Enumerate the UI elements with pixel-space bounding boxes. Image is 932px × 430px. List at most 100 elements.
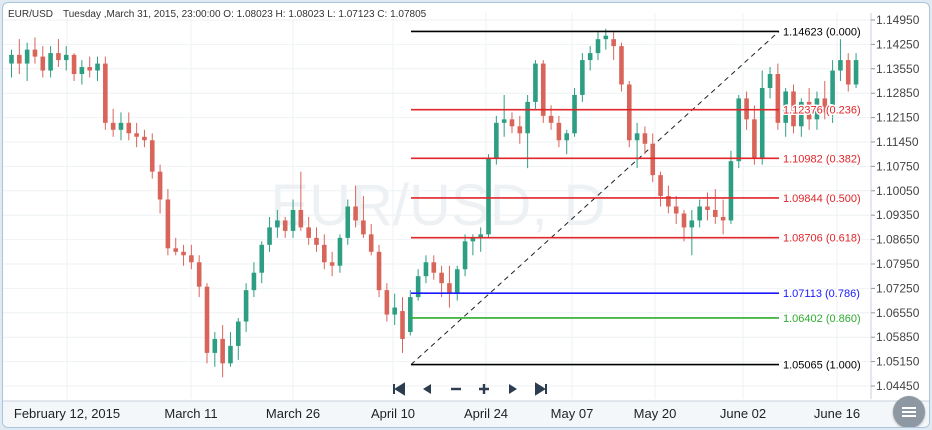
candle[interactable] [118, 112, 124, 141]
candle[interactable] [509, 112, 515, 134]
candle[interactable] [329, 251, 335, 277]
candle[interactable] [275, 209, 280, 238]
candle[interactable] [415, 269, 421, 301]
candle[interactable] [259, 241, 265, 284]
candle[interactable] [494, 115, 499, 165]
candle[interactable] [110, 108, 116, 137]
candle[interactable] [322, 234, 327, 270]
candle[interactable] [845, 53, 851, 92]
candle[interactable] [744, 91, 749, 130]
candle[interactable] [48, 46, 53, 78]
candle[interactable] [165, 189, 171, 256]
candle[interactable] [9, 49, 14, 78]
candle[interactable] [24, 42, 30, 81]
candle[interactable] [212, 331, 218, 367]
scroll-left-button[interactable] [417, 379, 437, 399]
candle[interactable] [634, 122, 640, 169]
scroll-right-button[interactable] [503, 379, 523, 399]
candle[interactable] [298, 171, 304, 231]
candle[interactable] [642, 126, 648, 155]
candle[interactable] [799, 98, 804, 137]
candle[interactable] [791, 84, 796, 134]
candle[interactable] [40, 46, 46, 78]
candle[interactable] [220, 325, 225, 378]
candle[interactable] [533, 60, 538, 109]
candle[interactable] [564, 129, 570, 155]
first-bar-button[interactable] [389, 379, 409, 399]
candle[interactable] [103, 56, 108, 130]
candle[interactable] [157, 164, 163, 214]
candle[interactable] [595, 32, 601, 61]
candle[interactable] [806, 87, 812, 130]
plot-area[interactable] [3, 13, 871, 399]
zoom-in-button[interactable] [474, 379, 494, 399]
candle[interactable] [149, 133, 155, 179]
candle[interactable] [462, 234, 468, 277]
candle[interactable] [611, 32, 616, 61]
candle[interactable] [282, 216, 288, 238]
fibonacci-retracement[interactable]: 1.14623 (0.000) 1.12376 (0.236) 1.10982 (0… [411, 25, 862, 373]
candle[interactable] [392, 293, 397, 325]
candle[interactable] [556, 115, 562, 148]
candle[interactable] [587, 46, 593, 71]
price-axis[interactable]: 1.14950 1.14250 1.13550 1.12850 1.12150 1.114… [870, 13, 920, 399]
candle[interactable] [243, 283, 249, 332]
candlestick-series[interactable] [9, 28, 859, 378]
candle[interactable] [830, 60, 835, 123]
candle[interactable] [189, 244, 194, 270]
candle[interactable] [728, 150, 734, 224]
candle[interactable] [666, 185, 671, 214]
candle[interactable] [478, 227, 483, 252]
candle[interactable] [658, 171, 663, 207]
candle[interactable] [400, 297, 405, 353]
candle[interactable] [267, 216, 272, 252]
candle[interactable] [87, 56, 92, 78]
candle[interactable] [681, 209, 687, 242]
candle[interactable] [752, 105, 757, 165]
candle[interactable] [689, 209, 695, 256]
candle[interactable] [173, 237, 179, 256]
candle[interactable] [580, 53, 585, 102]
candle[interactable] [822, 81, 828, 120]
candle[interactable] [71, 53, 77, 81]
candle[interactable] [235, 318, 241, 360]
candle[interactable] [251, 262, 257, 298]
candle[interactable] [376, 244, 382, 298]
candle[interactable] [408, 290, 413, 336]
candle[interactable] [32, 37, 38, 64]
last-bar-button[interactable] [531, 379, 551, 399]
candle[interactable] [142, 129, 147, 148]
candle[interactable] [56, 39, 61, 68]
candle[interactable] [540, 60, 546, 123]
candle[interactable] [361, 196, 366, 238]
candle[interactable] [196, 255, 202, 298]
candle[interactable] [517, 115, 523, 144]
candle[interactable] [314, 227, 319, 252]
candle[interactable] [95, 56, 100, 81]
candle[interactable] [454, 265, 460, 301]
price-chart[interactable]: EUR/USD, D 1.14623 (0.000) 1.12376 (0.236)… [3, 3, 929, 427]
candle[interactable] [337, 234, 343, 273]
candle[interactable] [431, 255, 437, 280]
candle[interactable] [126, 112, 132, 141]
candle[interactable] [290, 199, 296, 238]
candle[interactable] [439, 265, 444, 298]
candle[interactable] [783, 87, 788, 137]
time-axis[interactable]: February 12, 2015 March 11 March 26 April 1… [3, 400, 929, 427]
fib-trendline[interactable] [410, 31, 780, 365]
candle[interactable] [423, 255, 429, 284]
candle[interactable] [619, 42, 624, 92]
candle[interactable] [447, 265, 452, 308]
candle[interactable] [736, 94, 742, 169]
candle[interactable] [17, 39, 22, 75]
candle[interactable] [353, 185, 358, 228]
candle[interactable] [181, 244, 186, 266]
candle[interactable] [814, 91, 820, 130]
candle[interactable] [228, 331, 233, 367]
candle[interactable] [603, 28, 609, 50]
candle[interactable] [501, 94, 507, 137]
candle[interactable] [673, 196, 679, 224]
candle[interactable] [838, 39, 843, 81]
candle[interactable] [525, 94, 530, 169]
candle[interactable] [713, 189, 718, 224]
